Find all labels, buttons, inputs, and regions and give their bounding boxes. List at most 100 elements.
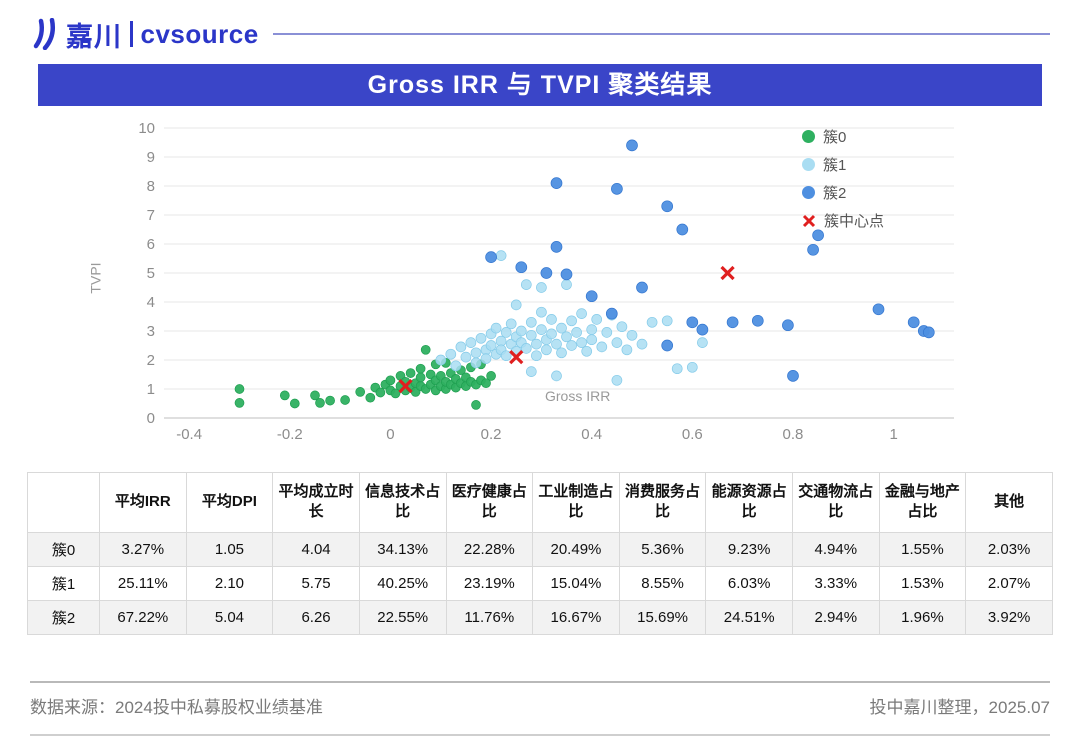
table-cell: 5.04 [185, 599, 274, 635]
table-cell: 1.53% [878, 565, 967, 601]
data-source-text: 数据来源：2024投中私募股权业绩基准 [30, 697, 323, 717]
table-header [27, 472, 100, 533]
table-cell: 4.94% [792, 531, 880, 567]
brand-separator [130, 21, 133, 47]
table-cell: 34.13% [358, 531, 447, 567]
page-title: Gross IRR 与 TVPI 聚类结果 [38, 64, 1042, 106]
table-cell: 23.19% [445, 565, 534, 601]
table-cell: 20.49% [532, 531, 620, 567]
scatter-chart: 0 1 2 3 4 5 6 7 8 9 10 -0.4 -0.2 0 0.2 0.4 0.6 0.8 1 Gross… [88, 120, 970, 450]
table-cell: 2.03% [965, 531, 1053, 567]
table-cell: 3.92% [965, 599, 1053, 635]
table-cell: 9.23% [705, 531, 793, 567]
svg-text:1: 1 [889, 426, 897, 443]
table-cell: 3.33% [792, 565, 880, 601]
table-cell: 11.76% [445, 599, 534, 635]
svg-text:7: 7 [147, 207, 155, 224]
table-cell: 67.22% [99, 599, 187, 635]
svg-text:1: 1 [147, 381, 155, 398]
legend-label: 簇2 [822, 185, 847, 202]
table-cell: 22.28% [445, 531, 534, 567]
footer: 数据来源：2024投中私募股权业绩基准 投中嘉川整理，2025.07 [30, 680, 1050, 718]
table-cell: 5.75 [272, 565, 360, 601]
table-header: 信息技术占比 [358, 472, 447, 533]
table-row: 簇1 25.11% 2.10 5.75 40.25% 23.19% 15.04% 8.55% 6… [27, 565, 1053, 601]
table-header: 交通物流占比 [792, 472, 880, 533]
table-cell: 16.67% [532, 599, 620, 635]
brand-rule [272, 33, 1050, 35]
table-cell: 6.26 [272, 599, 360, 635]
table-header: 平均DPI [185, 472, 274, 533]
legend-item-cluster0: 簇0 [801, 126, 884, 147]
table-cell: 15.04% [532, 565, 620, 601]
table-header: 医疗健康占比 [445, 472, 534, 533]
legend-label: 簇中心点 [823, 213, 884, 230]
table-header: 平均成立时长 [272, 472, 360, 533]
table-row: 簇0 3.27% 1.05 4.04 34.13% 22.28% 20.49% 5.36% 9.… [27, 531, 1053, 567]
svg-text:0.8: 0.8 [783, 426, 804, 443]
brand-logo-icon [33, 18, 55, 50]
table-cell: 5.36% [618, 531, 707, 567]
table-cell: 8.55% [618, 565, 707, 601]
table-cell: 24.51% [705, 599, 793, 635]
table-header: 金融与地产占比 [878, 472, 967, 533]
svg-text:9: 9 [147, 149, 155, 166]
table-cell: 1.96% [878, 599, 967, 635]
svg-text:-0.2: -0.2 [277, 426, 303, 443]
table-header: 消费服务占比 [618, 472, 707, 533]
row-label: 簇0 [27, 531, 100, 567]
legend-item-cluster2: 簇2 [801, 182, 884, 203]
legend-label: 簇1 [822, 157, 847, 174]
table-cell: 40.25% [358, 565, 447, 601]
table-header: 平均IRR [99, 472, 187, 533]
svg-text:5: 5 [147, 265, 155, 282]
table-header: 其他 [965, 472, 1053, 533]
svg-text:0: 0 [386, 426, 394, 443]
svg-text:3: 3 [147, 323, 155, 340]
svg-text:8: 8 [147, 178, 155, 195]
table-cell: 2.10 [185, 565, 274, 601]
brand-header: 嘉川 cvsource [0, 0, 1080, 52]
svg-text:4: 4 [147, 294, 155, 311]
table-row: 簇2 67.22% 5.04 6.26 22.55% 11.76% 16.67% 15.69%… [27, 599, 1053, 635]
cluster-table-wrap: 平均IRR 平均DPI 平均成立时长 信息技术占比 医疗健康占比 工业制造占比 消费服务占比… [27, 472, 1053, 635]
svg-text:0.4: 0.4 [581, 426, 602, 443]
brand-name-en: cvsource [140, 18, 259, 49]
row-label: 簇1 [27, 565, 100, 601]
table-cell: 4.04 [272, 531, 360, 567]
cluster1-marker-icon [801, 158, 815, 171]
svg-text:0.2: 0.2 [481, 426, 502, 443]
credit-text: 投中嘉川整理，2025.07 [869, 697, 1050, 717]
table-cell: 2.94% [792, 599, 880, 635]
table-cell: 25.11% [99, 565, 187, 601]
svg-text:-0.4: -0.4 [176, 426, 202, 443]
chart-legend: 簇0 簇1 簇2 簇中心点 [801, 126, 884, 231]
cluster-center-x-icon [802, 214, 816, 227]
table-cell: 1.05 [185, 531, 274, 567]
svg-text:0.6: 0.6 [682, 426, 703, 443]
brand-name-cn: 嘉川 [66, 21, 122, 52]
legend-item-cluster1: 簇1 [801, 154, 884, 175]
cluster0-marker-icon [801, 130, 815, 143]
table-cell: 6.03% [705, 565, 793, 601]
table-cell: 22.55% [358, 599, 447, 635]
table-header: 工业制造占比 [532, 472, 620, 533]
table-cell: 3.27% [99, 531, 187, 567]
table-cell: 2.07% [965, 565, 1053, 601]
x-axis-label: Gross IRR [545, 388, 611, 404]
legend-item-centers: 簇中心点 [802, 210, 884, 231]
svg-text:0: 0 [147, 410, 155, 427]
table-header: 能源资源占比 [705, 472, 793, 533]
scatter-plot: 0 1 2 3 4 5 6 7 8 9 10 -0.4 -0.2 0 0.2 0.4 0.6 0.8 1 [138, 120, 954, 443]
svg-text:2: 2 [147, 352, 155, 369]
y-axis-label: TVPI [87, 262, 104, 294]
table-cell: 15.69% [618, 599, 707, 635]
legend-label: 簇0 [822, 129, 847, 146]
table-cell: 1.55% [878, 531, 967, 567]
svg-text:6: 6 [147, 236, 155, 253]
bottom-divider [30, 733, 1050, 736]
cluster2-marker-icon [801, 186, 815, 199]
cluster-table: 平均IRR 平均DPI 平均成立时长 信息技术占比 医疗健康占比 工业制造占比 消费服务占比… [27, 472, 1053, 635]
svg-text:10: 10 [138, 120, 155, 137]
row-label: 簇2 [27, 599, 100, 635]
